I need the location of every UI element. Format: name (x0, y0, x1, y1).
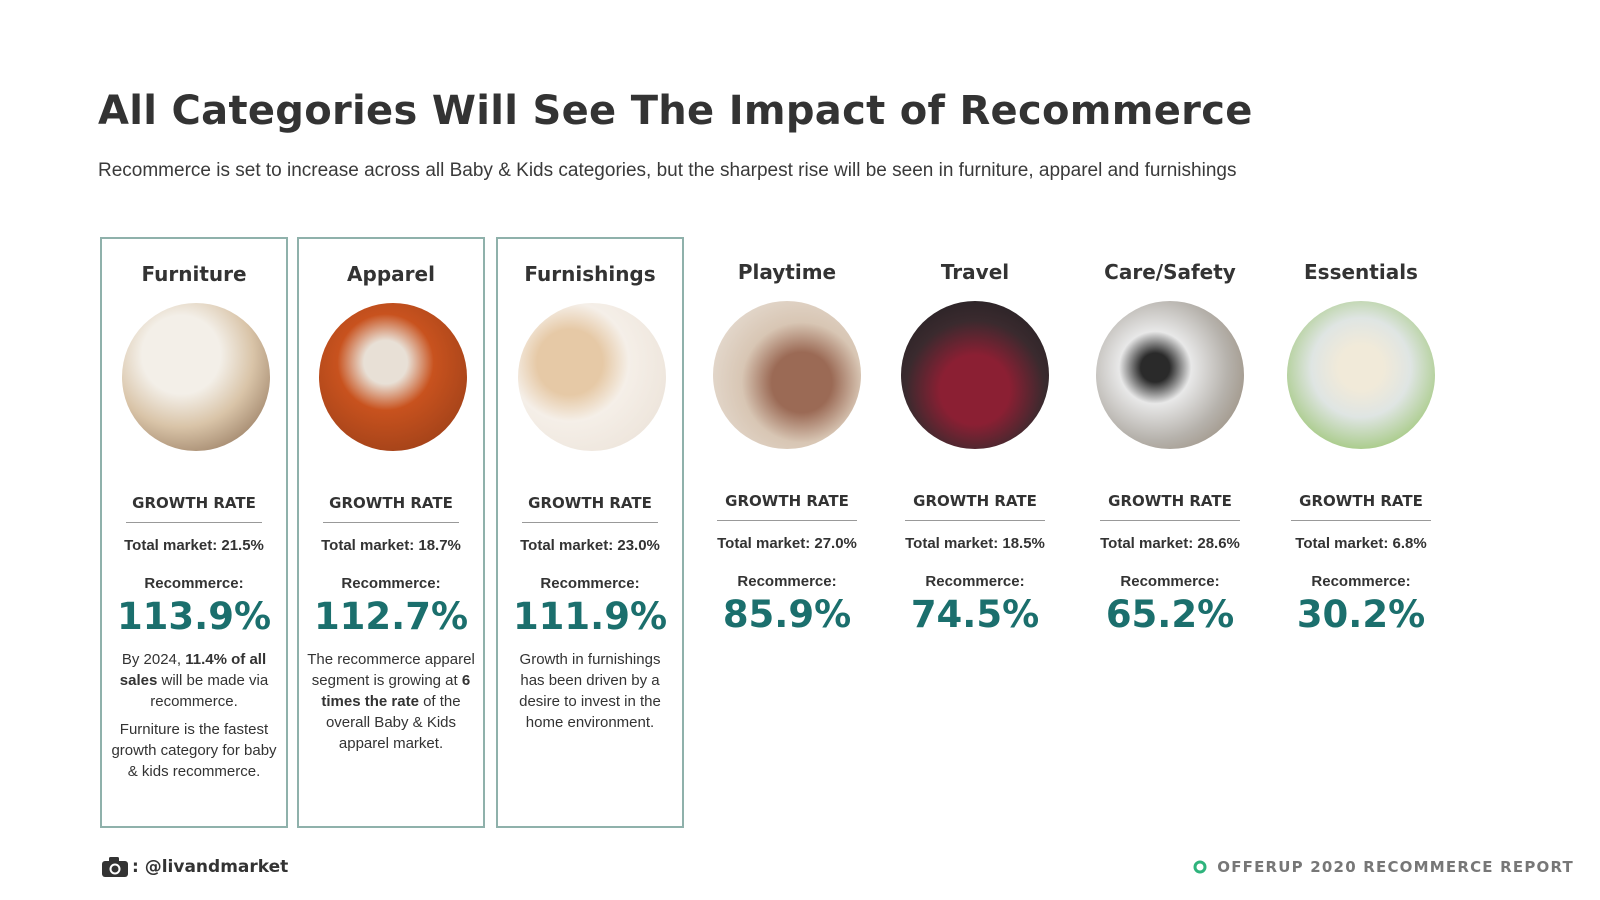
description: The recommerce apparel segment is growin… (307, 649, 475, 761)
recommerce-label: Recommerce: (1311, 573, 1411, 590)
growth-label: GROWTH RATE (522, 494, 658, 523)
category-photo (713, 301, 861, 449)
total-market: Total market: 28.6% (1100, 535, 1240, 552)
recommerce-label: Recommerce: (540, 575, 640, 592)
text: of the overall Baby & Kids apparel marke… (325, 693, 461, 752)
category-photo (319, 303, 467, 451)
category-name: Travel (940, 260, 1010, 284)
category-card: Essentials GROWTH RATE Total market: 6.8% R… (1267, 237, 1455, 828)
bold-text: 11.4% of all sales (119, 651, 267, 689)
recommerce-label: Recommerce: (144, 575, 244, 592)
bold-text: 6 times the rate (321, 672, 471, 710)
category-card: Travel GROWTH RATE Total market: 18.5% Reco… (881, 237, 1069, 828)
total-market: Total market: 6.8% (1295, 535, 1427, 552)
recommerce-value: 111.9% (512, 595, 668, 638)
growth-label: GROWTH RATE (1291, 492, 1431, 521)
total-market: Total market: 18.7% (321, 537, 461, 554)
growth-label: GROWTH RATE (717, 492, 857, 521)
recommerce-value: 85.9% (722, 593, 852, 636)
category-name: Essentials (1304, 260, 1418, 284)
recommerce-label: Recommerce: (737, 573, 837, 590)
text: The recommerce apparel segment is growin… (307, 651, 475, 689)
category-photo (1287, 301, 1435, 449)
growth-label: GROWTH RATE (905, 492, 1045, 521)
recommerce-label: Recommerce: (925, 573, 1025, 590)
recommerce-value: 113.9% (116, 595, 272, 638)
category-photo (901, 301, 1049, 449)
title: All Categories Will See The Impact of Re… (98, 88, 1253, 134)
growth-label: GROWTH RATE (1100, 492, 1240, 521)
text: Furniture is the fastest growth category… (111, 721, 277, 780)
recommerce-value: 74.5% (910, 593, 1040, 636)
text: will be made via recommerce. (150, 672, 269, 710)
report-name: OFFERUP 2020 RECOMMERCE REPORT (1193, 858, 1574, 876)
category-card: Apparel GROWTH RATE Total market: 18.7% Rec… (297, 237, 485, 828)
category-name: Furnishings (524, 262, 656, 286)
logo-icon (1193, 860, 1207, 874)
category-name: Furniture (141, 262, 247, 286)
recommerce-value: 112.7% (313, 595, 469, 638)
recommerce-value: 65.2% (1105, 593, 1235, 636)
camera-icon (102, 857, 128, 877)
total-market: Total market: 21.5% (124, 537, 264, 554)
category-photo (1096, 301, 1244, 449)
category-name: Care/Safety (1104, 260, 1236, 284)
description: By 2024, 11.4% of all sales will be made… (110, 649, 278, 789)
growth-label: GROWTH RATE (323, 494, 459, 523)
category-photo (122, 303, 270, 451)
category-card: Playtime GROWTH RATE Total market: 27.0% Re… (693, 237, 881, 828)
recommerce-value: 30.2% (1296, 593, 1426, 636)
recommerce-label: Recommerce: (341, 575, 441, 592)
text: By 2024, (121, 651, 186, 668)
text: Growth in furnishings has been driven by… (519, 651, 661, 731)
category-name: Apparel (347, 262, 435, 286)
paragraph: The recommerce apparel segment is growin… (307, 649, 475, 754)
category-card: Furniture GROWTH RATE Total market: 21.5% R… (100, 237, 288, 828)
report-text: OFFERUP 2020 RECOMMERCE REPORT (1217, 858, 1574, 876)
subtitle: Recommerce is set to increase across all… (98, 160, 1237, 181)
paragraph: Growth in furnishings has been driven by… (506, 649, 674, 733)
recommerce-label: Recommerce: (1120, 573, 1220, 590)
category-name: Playtime (737, 260, 837, 284)
total-market: Total market: 27.0% (717, 535, 857, 552)
paragraph: By 2024, 11.4% of all sales will be made… (110, 649, 278, 712)
description: Growth in furnishings has been driven by… (506, 649, 674, 740)
paragraph: Furniture is the fastest growth category… (110, 719, 278, 782)
growth-label: GROWTH RATE (126, 494, 262, 523)
category-card: Care/Safety GROWTH RATE Total market: 28.6… (1076, 237, 1264, 828)
photo-credit: : @livandmarket (101, 856, 288, 878)
total-market: Total market: 23.0% (520, 537, 660, 554)
category-card: Furnishings GROWTH RATE Total market: 23.0… (496, 237, 684, 828)
total-market: Total market: 18.5% (905, 535, 1045, 552)
credit-text: : @livandmarket (132, 857, 289, 877)
category-photo (518, 303, 666, 451)
